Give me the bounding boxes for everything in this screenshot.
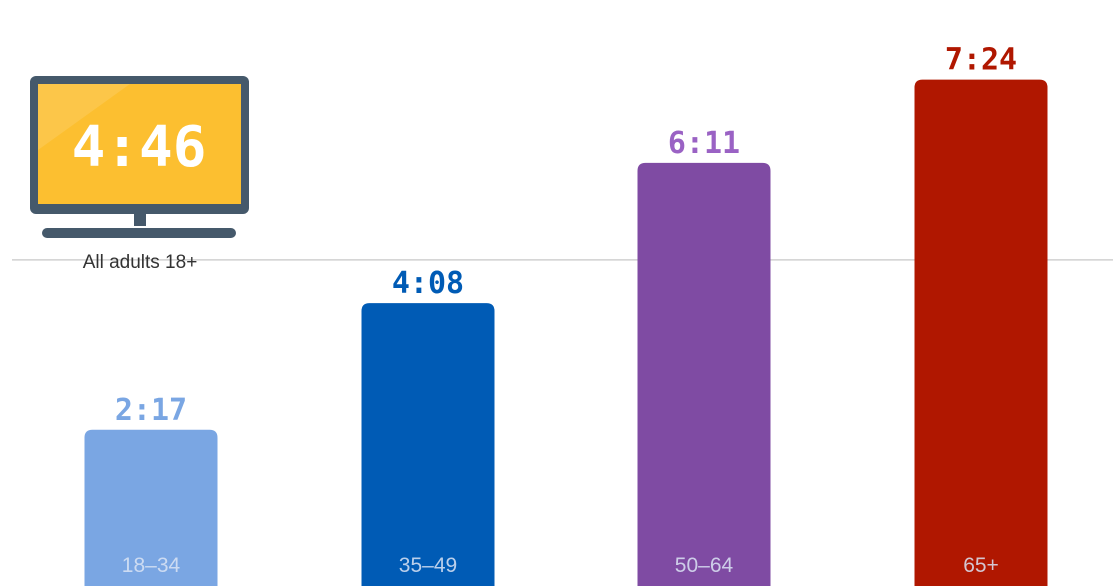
tv-screen-glare (38, 84, 130, 150)
tv-screen (38, 84, 241, 204)
bar-3 (637, 162, 771, 586)
bars-group: 18–34 2:17 35–49 4:08 50–64 6:11 65+ 7:24 (84, 43, 1048, 586)
reference-line-label: All adults 18+ (83, 252, 198, 273)
tv-stand (42, 228, 236, 238)
x-tick-label: 65+ (963, 554, 999, 577)
tv-time-label: 4:46 (72, 115, 207, 180)
x-tick-label: 18–34 (122, 554, 181, 577)
data-label: 2:17 (115, 393, 187, 428)
tv-icon: 4:46 (30, 76, 249, 238)
bar-1 (84, 429, 218, 586)
data-label: 4:08 (392, 266, 464, 301)
data-label: 7:24 (945, 43, 1017, 78)
x-tick-label: 50–64 (675, 554, 734, 577)
tv-neck (134, 214, 146, 226)
bar-4 (914, 79, 1048, 586)
data-label: 6:11 (668, 126, 740, 161)
bar-2 (361, 303, 495, 586)
x-tick-label: 35–49 (399, 554, 457, 577)
